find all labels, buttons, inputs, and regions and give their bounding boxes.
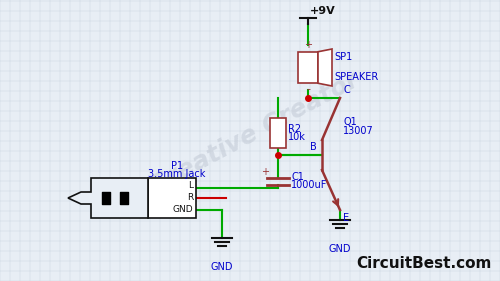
Text: C: C	[343, 85, 350, 95]
Text: +: +	[261, 167, 269, 177]
Text: E: E	[343, 213, 349, 223]
Text: GND: GND	[329, 244, 351, 254]
Text: P1: P1	[170, 161, 183, 171]
Text: R2: R2	[288, 124, 301, 134]
Text: CircuitBest.com: CircuitBest.com	[356, 256, 492, 271]
Text: 10k: 10k	[288, 132, 306, 142]
Text: SP1: SP1	[334, 53, 352, 62]
Text: Q1: Q1	[343, 117, 357, 128]
Text: +: +	[304, 40, 312, 50]
Text: 13007: 13007	[343, 126, 374, 135]
Bar	[270, 118, 286, 148]
Text: R: R	[187, 194, 193, 203]
Bar	[298, 52, 318, 83]
Text: +9V: +9V	[310, 6, 336, 16]
Text: -: -	[306, 84, 310, 94]
Text: 3.5mm Jack: 3.5mm Jack	[148, 169, 206, 179]
Text: L: L	[188, 182, 193, 191]
Text: C1: C1	[291, 173, 304, 182]
Bar	[148, 178, 196, 218]
Text: Creative Creator: Creative Creator	[146, 68, 364, 198]
Text: GND: GND	[172, 205, 193, 214]
Text: 1000uF: 1000uF	[291, 180, 328, 191]
Polygon shape	[68, 178, 148, 218]
Text: SPEAKER: SPEAKER	[334, 72, 378, 83]
Text: GND: GND	[211, 262, 233, 272]
Text: B: B	[310, 142, 317, 152]
Polygon shape	[318, 49, 332, 86]
